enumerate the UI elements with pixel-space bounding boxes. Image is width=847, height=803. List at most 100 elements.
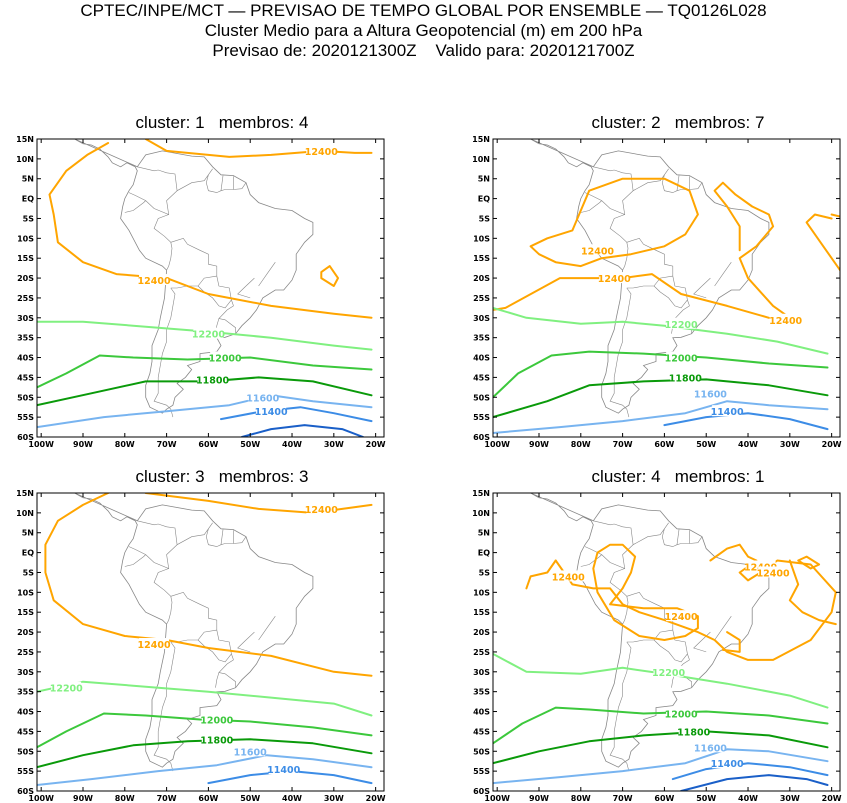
lon-label: 40W (282, 794, 302, 803)
lat-label: 10N (472, 155, 490, 164)
lon-label: 30W (780, 794, 800, 803)
contour-label-bg (582, 244, 613, 256)
contour-11600 (493, 400, 829, 434)
panel-title-cluster-3: cluster: 3 membros: 3 (135, 467, 309, 486)
contour-label-bg (712, 405, 743, 417)
country-border (584, 166, 634, 215)
contour-label: 11600 (234, 747, 267, 758)
contour-label: 12200 (192, 330, 225, 341)
country-border (153, 287, 176, 418)
coastline-cuba (104, 461, 146, 473)
lon-label: 80W (115, 794, 135, 803)
coastline-south-america (530, 493, 770, 768)
lon-label: 90W (529, 440, 549, 449)
contour-12400 (144, 493, 373, 514)
lon-label: 50W (240, 794, 260, 803)
contour-label: 12000 (665, 710, 698, 721)
map-panel-2: 12400 12400 12400 12200 12000 11800 11600 11400… (472, 107, 842, 449)
contour-label: 12000 (665, 354, 698, 365)
contour-label: 12000 (209, 354, 242, 365)
contour-label-bg (197, 373, 228, 385)
contour-11200 (240, 424, 365, 437)
contour-11400 (663, 412, 829, 431)
lon-label: 20W (822, 440, 842, 449)
coastline-hispaniola (150, 474, 173, 482)
lat-label: 5S (23, 568, 35, 577)
contour-label-bg (695, 741, 726, 753)
contour-label-bg (666, 610, 697, 622)
country-border (215, 672, 220, 688)
country-border (661, 174, 703, 193)
contour-label-bg (770, 313, 801, 325)
lat-label: 40S (17, 354, 34, 363)
coastline-yucatan (536, 139, 538, 140)
coastline-south-america (74, 493, 314, 768)
contour-label: 11800 (196, 375, 229, 386)
country-border (626, 237, 690, 306)
lat-label: 5N (22, 529, 34, 538)
lat-label: 5N (478, 529, 490, 538)
lat-label: 15N (472, 135, 490, 144)
country-border (632, 168, 669, 191)
country-border (693, 277, 711, 299)
contour-label-bg (712, 757, 743, 769)
contour-label-bg (247, 391, 278, 403)
lon-label: 70W (157, 440, 177, 449)
lon-label: 40W (738, 440, 758, 449)
contour-11200 (680, 774, 829, 791)
contour-label-bg (666, 707, 697, 719)
lat-label: 55S (17, 413, 34, 422)
contour-11400 (220, 406, 373, 423)
contour-label-bg (210, 351, 241, 363)
contour-12200 (493, 306, 829, 355)
coastline-central-america (74, 493, 75, 494)
contour-label-bg (268, 763, 299, 775)
coastline-cuba (560, 107, 602, 119)
contour-label: 12000 (200, 715, 233, 726)
lat-label: 20S (17, 274, 34, 283)
lon-label: 90W (529, 794, 549, 803)
contour-11600 (37, 394, 373, 429)
country-border (176, 522, 213, 545)
lat-label: 15N (16, 489, 34, 498)
lat-label: 30S (17, 668, 34, 677)
lon-label: 50W (696, 440, 716, 449)
lat-label: 45S (473, 373, 490, 382)
lat-label: 15S (17, 608, 34, 617)
coastline-hispaniola (606, 120, 629, 128)
contour-label: 12400 (305, 147, 338, 158)
lon-label: 80W (571, 440, 591, 449)
country-border (237, 277, 255, 299)
contour-12400 (797, 555, 821, 570)
contour-12400 (788, 559, 837, 626)
lat-label: 10S (17, 588, 34, 597)
lat-label: 30S (473, 314, 490, 323)
country-border (218, 659, 236, 688)
contour-11800 (37, 738, 373, 769)
country-border (653, 639, 688, 663)
map-panel-4: 1240012400124001240012200120001180011600… (472, 489, 842, 803)
contour-label: 12400 (598, 274, 631, 285)
contour-11400 (671, 762, 829, 781)
lat-label: 10N (16, 155, 34, 164)
lat-label: 5S (479, 214, 491, 223)
header-title-line: CPTEC/INPE/MCT — PREVISAO DE TEMPO GLOBA… (80, 1, 767, 20)
country-border (205, 528, 247, 547)
panel-title-cluster-1: cluster: 1 membros: 4 (135, 113, 309, 132)
contour-label-bg (653, 665, 684, 677)
contour-12400 (320, 265, 339, 287)
coastline-cuba (104, 107, 146, 119)
lon-label: 20W (366, 440, 386, 449)
lat-label: 40S (17, 708, 34, 717)
lat-label: EQ (478, 549, 490, 558)
contour-label-bg (745, 560, 776, 572)
contour-label: 12400 (138, 276, 171, 287)
contour-12000 (493, 350, 829, 399)
contour-12400 (48, 142, 373, 319)
lat-label: 50S (17, 747, 34, 756)
lat-label: 60S (473, 787, 490, 796)
country-border (714, 262, 732, 287)
map-panel-1: 12400 12400 12200 12000 11800 11600 11400 15N 10… (16, 107, 386, 449)
header-dates-line: Previsao de: 2020121300Z Valido para: 20… (212, 41, 635, 60)
